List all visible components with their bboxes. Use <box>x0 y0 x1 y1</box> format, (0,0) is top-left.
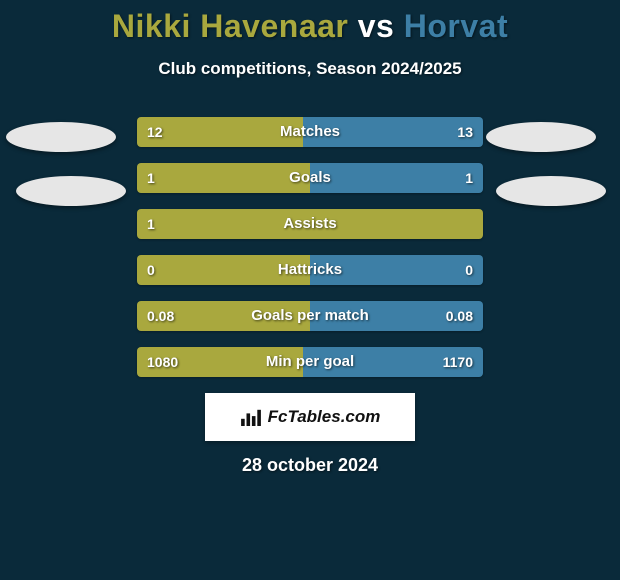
title-player1: Nikki Havenaar <box>112 8 348 44</box>
stat-fill-left <box>137 209 483 239</box>
date-text: 28 october 2024 <box>0 455 620 476</box>
attribution-text: FcTables.com <box>268 407 381 427</box>
player-marker-ellipse <box>16 176 126 206</box>
subtitle: Club competitions, Season 2024/2025 <box>0 59 620 79</box>
stat-row: 1213Matches <box>137 117 483 147</box>
stat-fill-right <box>310 255 483 285</box>
stat-row: 1Assists <box>137 209 483 239</box>
stat-row: 11Goals <box>137 163 483 193</box>
stats-area: 1213Matches 11Goals 1Assists 00Hattricks 0.0… <box>137 117 483 377</box>
player-marker-ellipse <box>6 122 116 152</box>
player-marker-ellipse <box>496 176 606 206</box>
title-vs: vs <box>358 8 395 44</box>
barchart-icon <box>240 408 262 426</box>
stat-row: 10801170Min per goal <box>137 347 483 377</box>
title-player2: Horvat <box>404 8 508 44</box>
stat-fill-left <box>137 117 303 147</box>
stat-fill-right <box>303 117 483 147</box>
comparison-title: Nikki Havenaar vs Horvat <box>0 0 620 45</box>
stat-fill-left <box>137 163 310 193</box>
stat-fill-right <box>310 301 483 331</box>
stat-fill-left <box>137 347 303 377</box>
attribution-badge: FcTables.com <box>205 393 415 441</box>
stat-fill-right <box>310 163 483 193</box>
stat-row: 0.080.08Goals per match <box>137 301 483 331</box>
stat-fill-right <box>303 347 483 377</box>
stat-row: 00Hattricks <box>137 255 483 285</box>
stat-fill-left <box>137 255 310 285</box>
stat-fill-left <box>137 301 310 331</box>
player-marker-ellipse <box>486 122 596 152</box>
